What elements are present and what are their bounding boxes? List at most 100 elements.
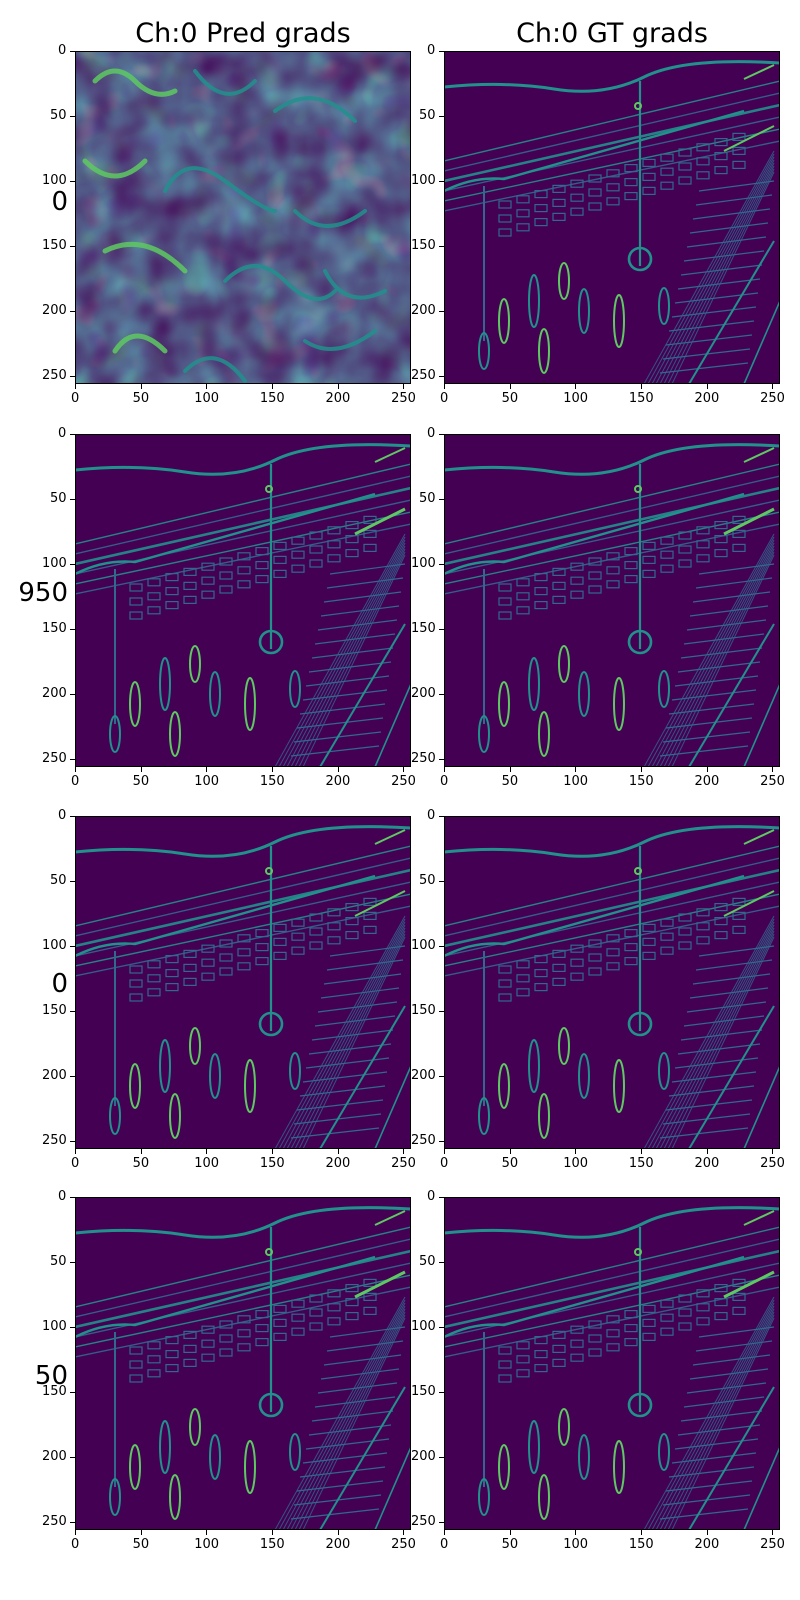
y-tick-label: 250 [411, 1133, 436, 1149]
y-tick-mark [439, 1197, 444, 1198]
y-tick-label: 250 [42, 751, 67, 767]
x-tick-mark [575, 767, 577, 772]
x-tick-mark [706, 384, 708, 389]
x-tick-label: 150 [628, 1537, 654, 1552]
y-tick-mark [70, 816, 75, 817]
x-tick-label: 150 [628, 391, 654, 406]
x-tick-mark [337, 767, 339, 772]
y-tick-mark [439, 434, 444, 435]
y-tick-label: 100 [411, 173, 436, 189]
x-tick-label: 100 [194, 774, 220, 789]
x-tick-label: 250 [391, 1156, 416, 1171]
x-tick-mark [706, 767, 708, 772]
x-tick-mark [337, 384, 339, 389]
gt-gradient-image-row-1 [444, 51, 780, 384]
y-tick-mark [70, 1262, 75, 1264]
y-tick-label: 150 [42, 1003, 67, 1019]
x-tick-mark [206, 384, 208, 389]
x-tick-mark [509, 1530, 511, 1535]
y-tick-mark [70, 1457, 75, 1459]
x-tick-mark [206, 767, 208, 772]
x-tick-label: 100 [563, 1537, 589, 1552]
x-tick-label: 200 [694, 774, 720, 789]
row-label-3: 0 [51, 969, 68, 999]
y-tick-label: 150 [42, 1384, 67, 1400]
x-tick-mark [75, 767, 76, 772]
y-tick-label: 100 [411, 1319, 436, 1335]
y-tick-label: 0 [58, 426, 67, 441]
y-tick-label: 250 [411, 1514, 436, 1530]
x-tick-label: 50 [501, 1537, 519, 1552]
x-tick-label: 100 [194, 391, 220, 406]
x-tick-mark [444, 1530, 445, 1535]
y-tick-label: 0 [427, 808, 436, 823]
y-tick-mark [439, 694, 444, 696]
y-tick-label: 50 [419, 108, 436, 124]
x-tick-mark [706, 1530, 708, 1535]
y-tick-mark [439, 181, 444, 183]
gradient-image [75, 1197, 411, 1530]
x-tick-mark [271, 384, 273, 389]
x-tick-mark [640, 767, 642, 772]
x-tick-label: 0 [440, 774, 449, 789]
x-tick-mark [75, 1530, 76, 1535]
x-tick-mark [772, 384, 774, 389]
x-tick-label: 150 [259, 1537, 285, 1552]
y-tick-label: 50 [419, 873, 436, 889]
x-tick-label: 50 [132, 1537, 150, 1552]
y-tick-label: 150 [411, 1003, 436, 1019]
y-tick-label: 100 [411, 938, 436, 954]
x-tick-mark [509, 384, 511, 389]
x-tick-label: 200 [325, 391, 351, 406]
gradient-image [444, 51, 780, 384]
x-tick-label: 250 [391, 391, 416, 406]
x-tick-mark [140, 767, 142, 772]
gradient-image [444, 816, 780, 1149]
y-tick-label: 0 [427, 43, 436, 58]
y-tick-label: 50 [50, 491, 67, 507]
y-tick-label: 100 [42, 556, 67, 572]
y-tick-mark [439, 1076, 444, 1078]
y-tick-mark [70, 564, 75, 566]
row-label-1: 0 [51, 187, 68, 217]
y-tick-mark [70, 1327, 75, 1329]
x-tick-label: 0 [71, 1156, 80, 1171]
y-tick-label: 50 [419, 1254, 436, 1270]
x-tick-mark [206, 1530, 208, 1535]
gt-gradient-image-row-4 [444, 1197, 780, 1530]
x-tick-label: 200 [694, 1156, 720, 1171]
y-tick-mark [439, 1522, 444, 1524]
y-tick-label: 250 [42, 1514, 67, 1530]
x-tick-mark [575, 1149, 577, 1154]
x-tick-mark [640, 1149, 642, 1154]
gradient-image [75, 816, 411, 1149]
y-tick-mark [70, 1392, 75, 1394]
y-tick-mark [70, 116, 75, 118]
y-tick-mark [439, 946, 444, 948]
x-tick-mark [772, 1530, 774, 1535]
x-tick-mark [140, 384, 142, 389]
x-tick-label: 100 [563, 391, 589, 406]
y-tick-mark [70, 1076, 75, 1078]
y-tick-label: 150 [411, 1384, 436, 1400]
y-tick-mark [70, 946, 75, 948]
y-tick-label: 50 [419, 491, 436, 507]
x-tick-label: 100 [563, 1156, 589, 1171]
y-tick-mark [439, 376, 444, 378]
x-tick-label: 50 [132, 1156, 150, 1171]
y-tick-mark [439, 564, 444, 566]
y-tick-label: 50 [50, 1254, 67, 1270]
y-tick-mark [70, 499, 75, 501]
x-tick-mark [140, 1530, 142, 1535]
y-tick-mark [439, 311, 444, 313]
x-tick-label: 0 [71, 391, 80, 406]
y-tick-mark [439, 116, 444, 118]
x-tick-label: 50 [501, 391, 519, 406]
x-tick-mark [575, 1530, 577, 1535]
y-tick-mark [439, 51, 444, 52]
x-tick-mark [575, 384, 577, 389]
y-tick-label: 150 [42, 238, 67, 254]
x-tick-label: 150 [259, 1156, 285, 1171]
x-tick-label: 250 [760, 391, 785, 406]
x-tick-mark [403, 1149, 405, 1154]
